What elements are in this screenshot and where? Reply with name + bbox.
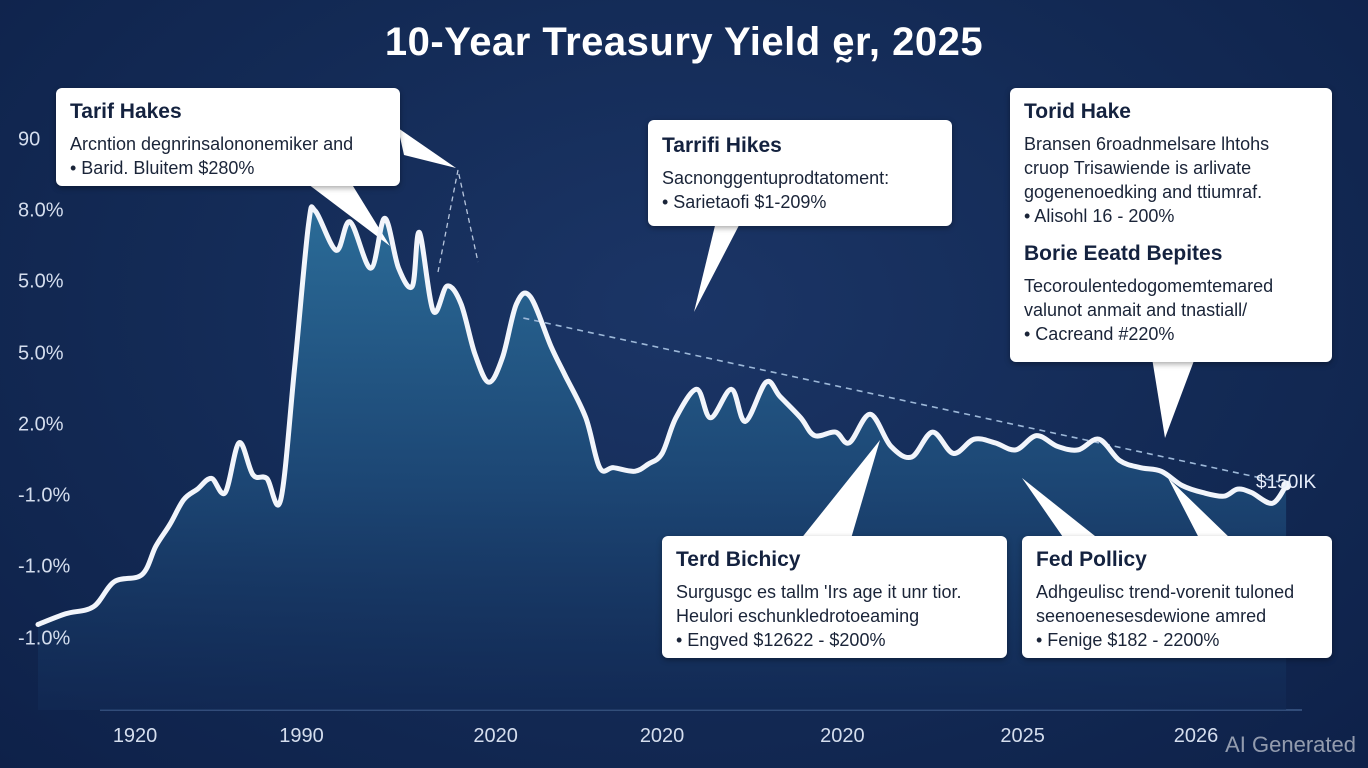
callout-heading: Tarif Hakes <box>70 100 182 123</box>
y-tick-label: -1.0% <box>18 555 71 578</box>
trendline <box>523 317 1280 483</box>
pointer-terd-bichicy <box>800 440 880 542</box>
callout-tarif-hakes: Tarif Hakes Arcntion degnrinsalononemike… <box>56 88 400 186</box>
callout-line: • Barid. Bluitem $280% <box>70 158 255 178</box>
callout-line: • Alisohl 16 - 200% <box>1024 206 1175 226</box>
callout-line: seenoenesesdewione amred <box>1036 606 1267 626</box>
callout-line: • Sarietaofi $1-209% <box>662 192 827 212</box>
pointer-borie-eeatd <box>1152 358 1195 438</box>
callout-line: Sacnonggentuprodtatoment: <box>662 168 890 188</box>
callout-line: gogenenoedking and ttiumraf. <box>1024 182 1263 202</box>
callout-line: Heulori eschunkledrotoeaming <box>676 606 920 626</box>
y-tick-label: -1.0% <box>18 484 71 507</box>
endpoint-dot <box>1281 480 1292 491</box>
y-tick-label: -1.0% <box>18 627 71 650</box>
callout-line: • Engved $12622 - $200% <box>676 630 886 650</box>
pointer-fed-pollicy <box>1022 478 1100 540</box>
callout-line: Bransen 6roadnmelsare lhtohs <box>1024 134 1270 154</box>
y-tick-label: 90 <box>18 128 41 151</box>
callout-line: • Fenige $182 - 2200% <box>1036 630 1220 650</box>
series-line <box>35 204 1289 627</box>
callout-terd-bichicy: Terd Bichicy Surgusgc es tallm 'Irs age … <box>662 536 1007 658</box>
callout-fed-pollicy: Fed Pollicy Adhgeulisc trend-vorenit tul… <box>1022 536 1332 658</box>
callout-heading: Torid Hake <box>1024 100 1131 123</box>
pointer-fed-pollicy-right <box>1168 478 1232 540</box>
callout-line: Surgusgc es tallm 'Irs age it unr tior. <box>676 582 962 602</box>
pointer-dashed-guide <box>437 169 479 273</box>
x-tick-label: 1920 <box>112 725 158 747</box>
callout-heading: Tarrifi Hikes <box>662 134 782 157</box>
x-tick-label: 2020 <box>639 725 685 747</box>
callout-heading: Fed Pollicy <box>1036 548 1147 571</box>
callout-line: • Cacreand #220% <box>1024 324 1175 344</box>
end-value-label: $150IK <box>1256 472 1317 493</box>
y-tick-label: 8.0% <box>18 199 64 222</box>
callout-tarrifi-hikes: Tarrifi Hikes Sacnonggentuprodtatoment: … <box>648 120 952 226</box>
x-tick-label: 2025 <box>1000 725 1045 747</box>
y-tick-label: 5.0% <box>18 342 64 365</box>
callout-subheading: Borie Eeatd Bepites <box>1024 242 1223 265</box>
callout-line: cruop Trisawiende is arlivate <box>1024 158 1252 178</box>
pointer-top-notch <box>398 128 456 168</box>
x-tick-label: 2020 <box>820 725 865 747</box>
y-tick-label: 2.0% <box>18 413 64 436</box>
callout-line: Adhgeulisc trend-vorenit tuloned <box>1036 582 1295 602</box>
chart-title: 10-Year Treasury Yield ḛr, 2025 <box>384 20 984 64</box>
x-tick-label: 2020 <box>473 725 518 747</box>
callout-line: Arcntion degnrinsalononemiker and <box>70 134 354 154</box>
x-tick-label: 1990 <box>279 725 324 747</box>
x-tick-label: 2026 <box>1173 725 1219 747</box>
y-tick-label: 5.0% <box>18 270 64 293</box>
callout-line: valunot anmait and tnastiall/ <box>1024 300 1248 320</box>
series-endpoint <box>1281 480 1292 491</box>
callout-heading: Terd Bichicy <box>676 548 801 571</box>
watermark: AI Generated <box>1225 732 1356 757</box>
callout-torid-hake: Torid Hake Bransen 6roadnmelsare lhtohs … <box>1010 88 1332 362</box>
callout-line: Tecoroulentedogomemtemared <box>1024 276 1274 296</box>
pointer-tarrifi-hikes <box>694 205 748 312</box>
